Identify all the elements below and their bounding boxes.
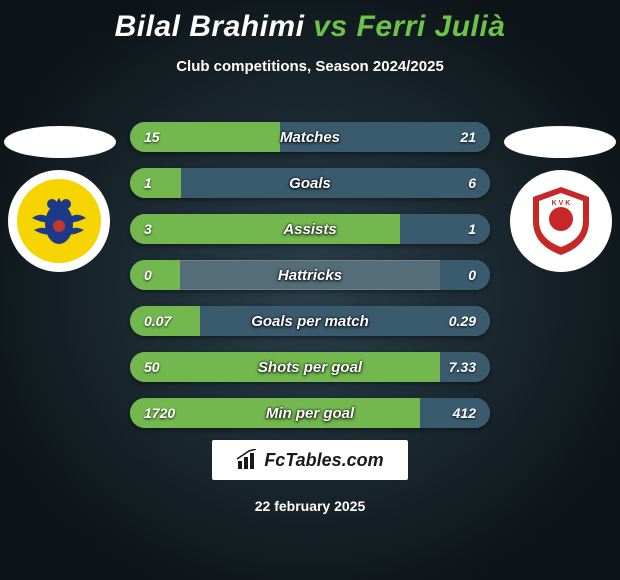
- shadow-ellipse-left: [4, 126, 116, 158]
- stat-right-value: 6: [181, 168, 490, 198]
- stat-right-value: 1: [400, 214, 490, 244]
- eagle-icon: [26, 188, 92, 254]
- brand-text: FcTables.com: [264, 450, 383, 471]
- stat-right-value: 412: [420, 398, 490, 428]
- stat-left-value: 1: [130, 168, 181, 198]
- subtitle: Club competitions, Season 2024/2025: [0, 58, 620, 75]
- shadow-ellipse-right: [504, 126, 616, 158]
- stat-row: 1720412Min per goal: [130, 398, 490, 428]
- player2-name: Ferri Julià: [357, 10, 506, 43]
- stat-left-value: 1720: [130, 398, 420, 428]
- stat-bars-container: 1521Matches 16Goals 31Assists 0 0Hattricks 0.…: [130, 122, 490, 444]
- crest-left-inner: [17, 179, 101, 263]
- stat-right-value: 7.33: [440, 352, 490, 382]
- svg-text:K V K: K V K: [552, 200, 571, 207]
- club-crest-right: K V K: [510, 170, 612, 272]
- stat-left-value: 15: [130, 122, 280, 152]
- stat-row: 16Goals: [130, 168, 490, 198]
- stat-row: 31Assists: [130, 214, 490, 244]
- stat-row: 1521Matches: [130, 122, 490, 152]
- comparison-title: Bilal Brahimi vs Ferri Julià: [0, 0, 620, 44]
- stat-left-value: 3: [130, 214, 400, 244]
- brand-chart-icon: [236, 449, 258, 471]
- stat-right-value: 21: [280, 122, 490, 152]
- stat-left-value: 0: [130, 260, 180, 290]
- vs-text: vs: [313, 10, 347, 43]
- shield-icon: K V K: [521, 181, 601, 261]
- stat-right-value: 0: [440, 260, 490, 290]
- stat-right-value: 0.29: [200, 306, 490, 336]
- footer-date: 22 february 2025: [0, 498, 620, 514]
- stat-row: 0.070.29Goals per match: [130, 306, 490, 336]
- stat-row: 507.33Shots per goal: [130, 352, 490, 382]
- stat-label: Hattricks: [130, 260, 490, 290]
- stat-row: 0 0Hattricks: [130, 260, 490, 290]
- club-crest-left: [8, 170, 110, 272]
- crest-right-inner: K V K: [519, 179, 603, 263]
- stat-left-value: 50: [130, 352, 444, 382]
- player1-name: Bilal Brahimi: [115, 10, 305, 43]
- stat-left-value: 0.07: [130, 306, 200, 336]
- brand-badge: FcTables.com: [212, 440, 408, 480]
